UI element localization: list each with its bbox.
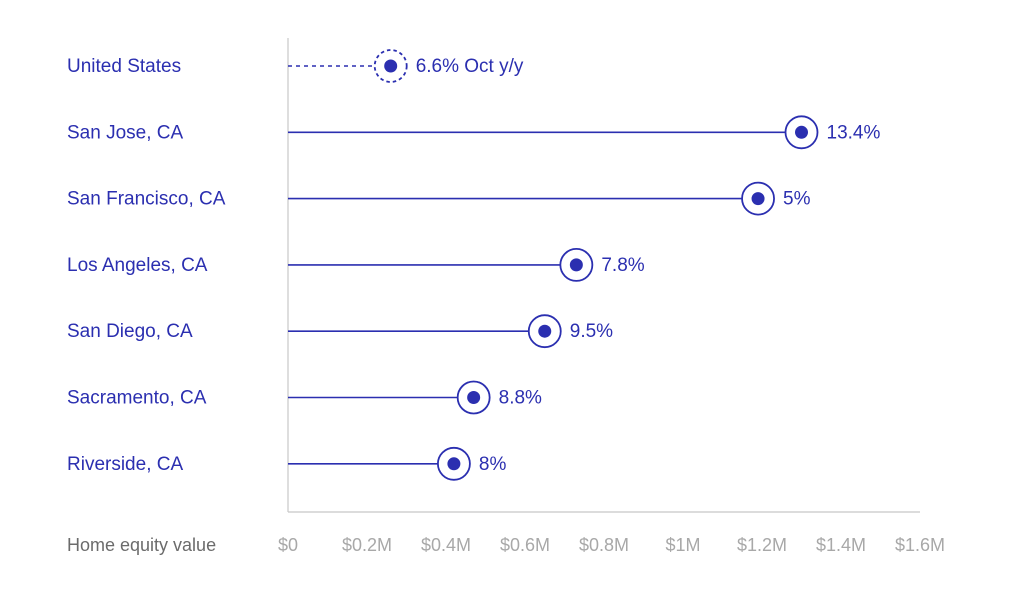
x-axis-title: Home equity value (67, 535, 216, 555)
category-label: Riverside, CA (67, 454, 183, 475)
chart-row: Sacramento, CA 8.8% (67, 380, 542, 415)
chart-row: San Francisco, CA 5% (67, 181, 811, 216)
x-tick-label: $0.4M (421, 535, 471, 555)
x-tick-label: $1.6M (895, 535, 945, 555)
category-label: Los Angeles, CA (67, 255, 208, 276)
data-label: 7.8% (601, 255, 644, 276)
data-label: 9.5% (570, 321, 613, 342)
x-tick-label: $0.2M (342, 535, 392, 555)
chart-rows: United States 6.6% Oct y/y San Jose, CA 13.… (67, 49, 881, 481)
category-label: San Francisco, CA (67, 189, 226, 210)
x-tick-label: $0.8M (579, 535, 629, 555)
data-label: 5% (783, 189, 811, 210)
x-tick-label: $0 (278, 535, 298, 555)
lollipop-dot (751, 192, 765, 206)
lollipop-dot (384, 59, 398, 73)
x-tick-label: $1.2M (737, 535, 787, 555)
x-tick-label: $0.6M (500, 535, 550, 555)
x-tick-labels: $0 $0.2M $0.4M $0.6M $0.8M $1M $1.2M $1.4M $1.6M (278, 535, 945, 555)
x-tick-label: $1M (665, 535, 700, 555)
lollipop-dot (467, 391, 481, 404)
category-label: Sacramento, CA (67, 388, 207, 409)
category-label: San Jose, CA (67, 122, 183, 143)
chart-row: Riverside, CA 8% (67, 446, 507, 481)
chart-row: Los Angeles, CA 7.8% (67, 247, 645, 282)
category-label: United States (67, 56, 181, 77)
chart-row: United States 6.6% Oct y/y (67, 49, 524, 83)
chart-row: San Diego, CA 9.5% (67, 314, 613, 349)
data-label: 13.4% (827, 122, 881, 143)
data-label: 8.8% (499, 388, 542, 409)
lollipop-dot (795, 125, 808, 139)
category-label: San Diego, CA (67, 321, 193, 342)
lollipop-dot (538, 324, 552, 338)
data-label: 8% (479, 454, 507, 475)
x-tick-label: $1.4M (816, 535, 866, 555)
data-label: 6.6% Oct y/y (416, 56, 524, 77)
lollipop-dot (569, 258, 583, 272)
chart-row: San Jose, CA 13.4% (67, 115, 881, 150)
lollipop-dot (447, 457, 461, 471)
